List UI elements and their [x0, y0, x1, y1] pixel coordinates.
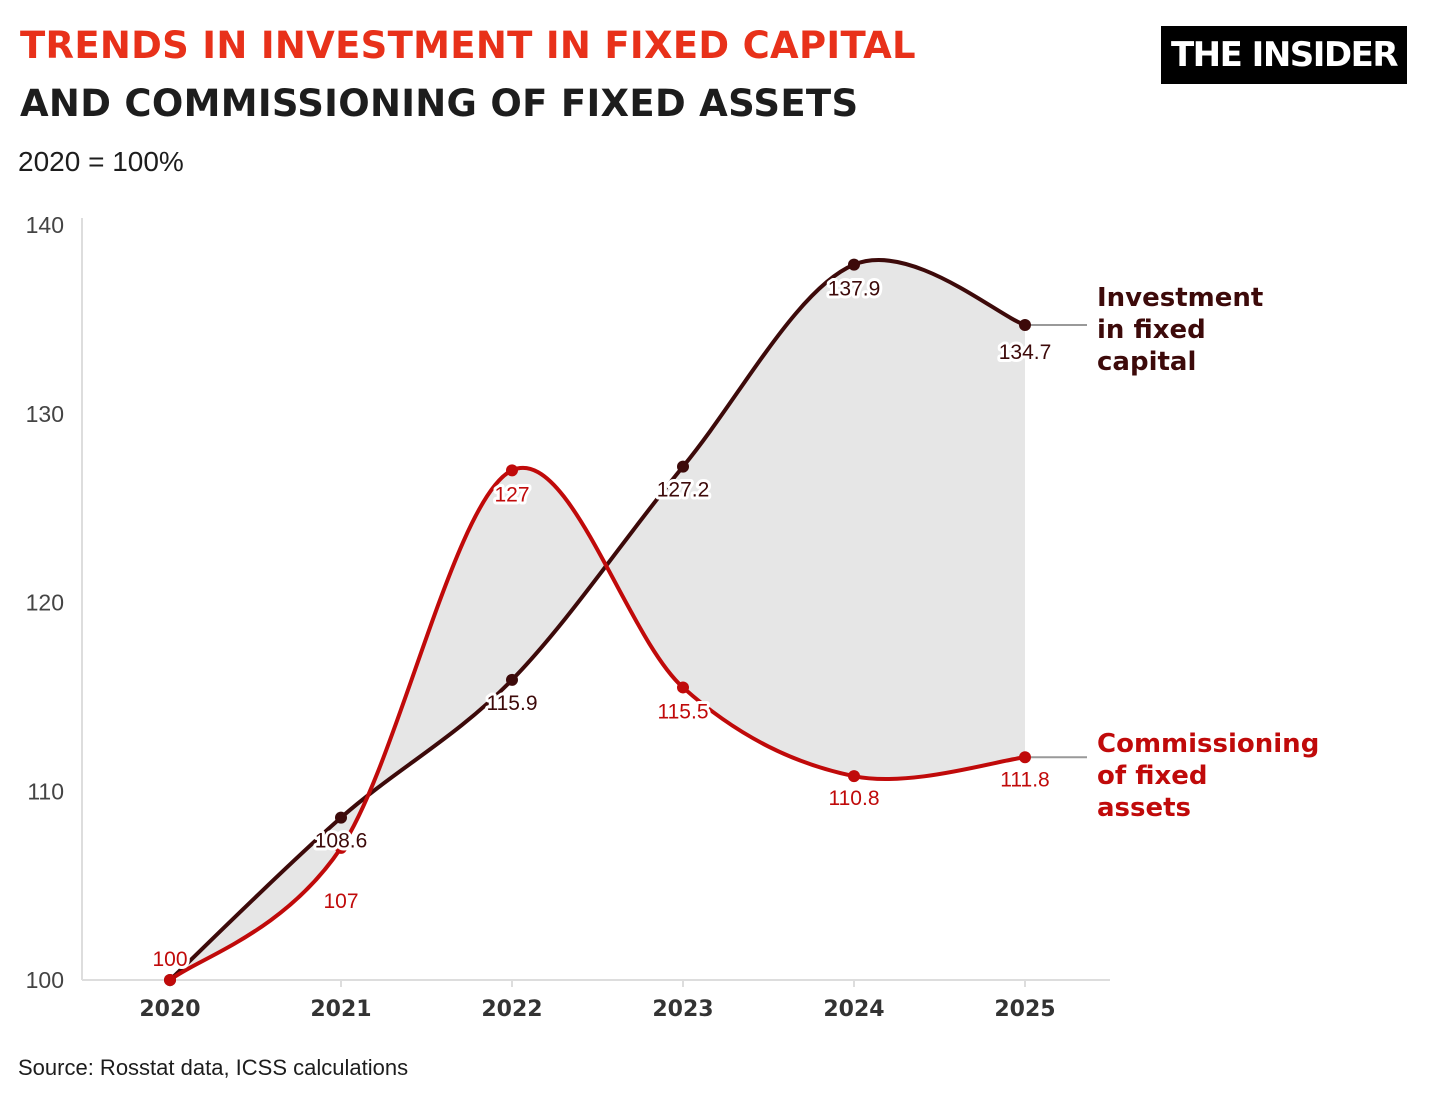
- series-label: in fixed: [1097, 315, 1206, 345]
- the-insider-logo: THE INSIDER: [1161, 26, 1407, 84]
- axes: 100 110 120 130 140 2020 2021 2022 2023 2024 2025: [26, 212, 1110, 1022]
- series-label: assets: [1097, 793, 1191, 823]
- x-tick-label: 2025: [994, 997, 1055, 1022]
- fill-between-layer: [170, 260, 1025, 981]
- data-label: 107: [323, 890, 358, 913]
- chart-subtitle: 2020 = 100%: [18, 146, 184, 177]
- series-label: Commissioning: [1097, 729, 1319, 759]
- y-tick-label: 110: [27, 778, 64, 804]
- data-point-1: [1019, 751, 1031, 764]
- data-point-1: [335, 841, 347, 854]
- data-labels: 108.6 115.9 127.2 137.9 134.7 100 107 127 115.5 1…: [149, 275, 1054, 974]
- data-label: 110.8: [829, 787, 880, 810]
- data-point-1: [506, 464, 518, 477]
- series-label: capital: [1097, 347, 1196, 377]
- data-point-1: [848, 770, 860, 783]
- data-label: 111.8: [1000, 768, 1049, 791]
- data-points: [164, 258, 1031, 986]
- data-point-0: [848, 258, 860, 271]
- data-point-0: [1019, 319, 1031, 332]
- x-tick-label: 2023: [652, 997, 713, 1022]
- data-label: 115.5: [658, 700, 709, 723]
- series-label: Investment: [1097, 283, 1263, 313]
- x-tick-label: 2021: [310, 997, 371, 1022]
- chart-title-line2: AND COMMISSIONING OF FIXED ASSETS: [20, 82, 859, 125]
- data-label: 134.7: [999, 341, 1052, 364]
- data-label: 127: [494, 483, 529, 506]
- data-label: 115.9: [487, 692, 538, 715]
- x-tick-label: 2022: [481, 997, 542, 1022]
- data-point-0: [506, 673, 518, 686]
- data-point-0: [335, 811, 347, 824]
- y-tick-label: 140: [26, 212, 64, 238]
- data-point-1: [164, 974, 176, 986]
- y-tick-label: 130: [26, 401, 64, 427]
- fill-between-area: [170, 260, 1025, 981]
- source-note: Source: Rosstat data, ICSS calculations: [18, 1055, 409, 1080]
- series-line-0: [168, 258, 1027, 982]
- data-label: 127.2: [657, 479, 710, 502]
- series-label: of fixed: [1097, 761, 1208, 791]
- x-tick-label: 2020: [139, 997, 200, 1022]
- y-tick-label: 100: [26, 967, 64, 993]
- data-label: 100: [152, 948, 187, 971]
- y-tick-label: 120: [26, 590, 64, 616]
- data-point-1: [677, 681, 689, 694]
- data-point-0: [677, 460, 689, 473]
- data-label: 108.6: [315, 830, 368, 853]
- data-label: 137.9: [828, 278, 881, 301]
- x-tick-label: 2024: [823, 997, 884, 1022]
- chart-title-line1: TRENDS IN INVESTMENT IN FIXED CAPITAL: [20, 24, 916, 67]
